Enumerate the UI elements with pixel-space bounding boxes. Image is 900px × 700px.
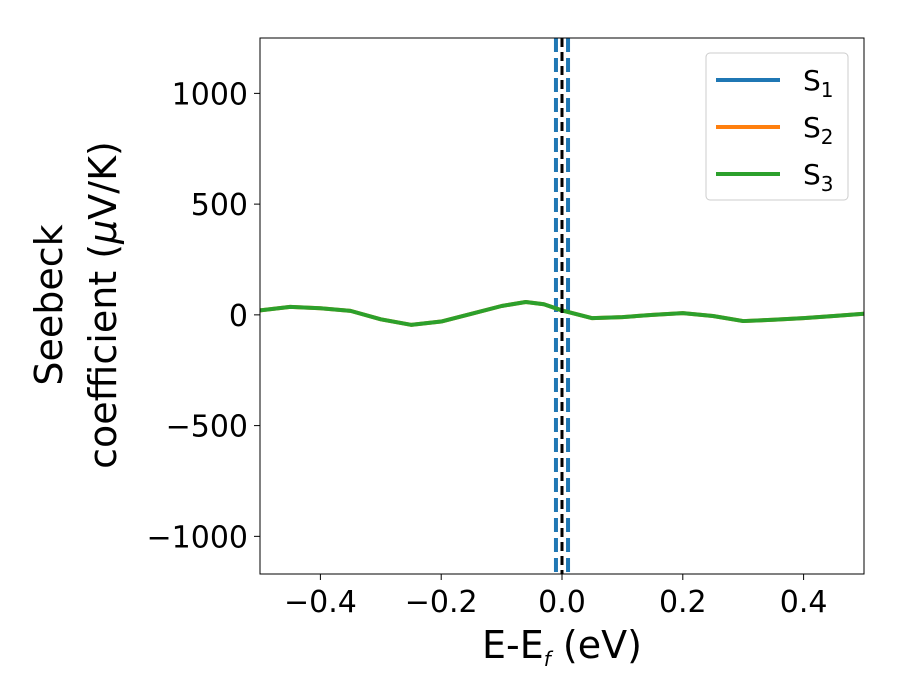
y-tick-label: −500 <box>166 410 248 445</box>
y-tick-label: −1000 <box>147 520 248 555</box>
legend-label-1: S1 <box>803 64 834 102</box>
axes: −0.4 −0.2 0.0 0.2 0.4 −1000 −500 0 500 1000 <box>147 37 865 620</box>
y-axis-label-line2-pre: coefficient ( <box>81 244 125 469</box>
legend: S1 S2 S3 <box>705 52 849 201</box>
y-axis-label-line2: coefficient (μV/K) <box>81 141 125 469</box>
y-axis-label-line2-post: V/K) <box>81 141 125 220</box>
series-3-line <box>260 300 864 327</box>
y-axis-label-mu: μ <box>81 220 125 245</box>
y-tick-label: 1000 <box>172 77 248 112</box>
legend-label-2: S2 <box>803 111 834 149</box>
x-axis-label-main: E-E <box>482 623 544 667</box>
x-tick-label: 0.0 <box>538 585 586 620</box>
x-tick-label: −0.4 <box>284 585 357 620</box>
x-tick-label: −0.2 <box>405 585 478 620</box>
y-tick-label: 0 <box>229 299 248 334</box>
x-tick-label: 0.2 <box>659 585 707 620</box>
x-tick-label: 0.4 <box>780 585 828 620</box>
plot-area <box>260 38 864 574</box>
plot-series-group <box>260 38 864 574</box>
y-axis-label: Seebeck coefficient (μV/K) <box>27 141 125 469</box>
x-axis-label-subscript: f <box>544 647 554 671</box>
y-tick-label: 500 <box>191 188 248 223</box>
x-axis-label-unit: (eV) <box>551 623 642 667</box>
x-axis-label: E-Ef (eV) <box>482 623 642 671</box>
legend-label-3: S3 <box>803 158 834 196</box>
y-axis-label-line1: Seebeck <box>27 224 71 385</box>
